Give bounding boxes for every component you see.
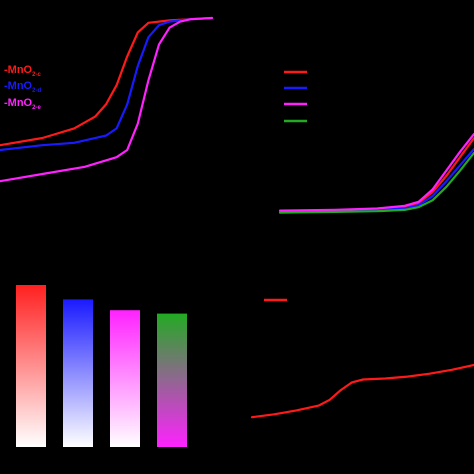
- p2-bar-2: [110, 310, 140, 447]
- p0-legend-label-1: -MnO2-d: [4, 80, 41, 94]
- p2-xtick-2: α-MnO2-e: [111, 451, 146, 462]
- p1-series-lines: [278, 133, 474, 214]
- p2-xtick-0: α-MnO2-c: [18, 451, 53, 462]
- p0-legend-label-2: -MnO2-e: [4, 97, 41, 111]
- p0-series-line-2: [0, 16, 214, 183]
- panel-top-right: α-MnO2-af α-MnO α-MnO2-ef: [278, 67, 474, 214]
- panel-bottom-right: α-MnO2-af-nn: [250, 295, 474, 419]
- p0-legend: -MnO2-c -MnO2-d -MnO2-e: [4, 64, 41, 111]
- p1-series-line-2: [278, 133, 474, 212]
- p2-bar-1: [63, 299, 93, 447]
- p3-legend-label-0: α-MnO2-af-nn: [291, 295, 346, 309]
- panel-top-left: -MnO2-c -MnO2-d -MnO2-e: [0, 16, 214, 183]
- p1-legend-label-2: α-MnO2-ef: [311, 99, 358, 113]
- p2-value-label-3: 0.731 V: [157, 299, 188, 309]
- p0-series-line-1: [0, 16, 214, 152]
- p0-legend-item-1: -MnO2-d: [4, 80, 41, 94]
- p2-value-label-0: 0.888 V: [16, 276, 47, 286]
- p1-legend-item-0: α-MnO2-af: [284, 67, 358, 81]
- p2-bar-0: [16, 285, 46, 447]
- p2-value-labels: 0.888 V 0.809 V 0.750 V 0.731 V: [16, 276, 188, 310]
- p3-series-lines: [250, 363, 474, 419]
- p1-legend-item-1: α-MnO: [284, 83, 346, 95]
- p3-legend: α-MnO2-af-nn: [264, 295, 346, 309]
- p1-legend-item-2: α-MnO2-ef: [284, 99, 358, 113]
- p2-bar-3: [157, 313, 187, 447]
- p2-bars: [16, 285, 187, 447]
- p0-legend-item-0: -MnO2-c: [4, 64, 41, 78]
- p2-value-label-1: 0.809 V: [60, 291, 91, 301]
- p1-series-line-3: [278, 151, 474, 214]
- p3-legend-item-0: α-MnO2-af-nn: [264, 295, 346, 309]
- p2-xtick-3: Pt/C+IrO2: [150, 451, 186, 462]
- p1-legend-label-1: α-MnO: [311, 83, 346, 95]
- p2-xtick-1: α-MnO2-d: [64, 451, 99, 462]
- p2-x-ticks: α-MnO2-c α-MnO2-d α-MnO2-e Pt/C+IrO2: [18, 451, 186, 462]
- p1-legend: α-MnO2-af α-MnO α-MnO2-ef: [284, 67, 358, 123]
- p0-legend-label-0: -MnO2-c: [4, 64, 41, 78]
- p1-legend-label-0: α-MnO2-af: [311, 67, 358, 81]
- p3-series-line-0: [250, 363, 474, 419]
- p0-series-lines: [0, 16, 214, 183]
- panel-bottom-left: 0.888 V 0.809 V 0.750 V 0.731 V α-MnO2-c…: [16, 276, 188, 462]
- p2-value-label-2: 0.750 V: [110, 300, 141, 310]
- p0-legend-item-2: -MnO2-e: [4, 97, 41, 111]
